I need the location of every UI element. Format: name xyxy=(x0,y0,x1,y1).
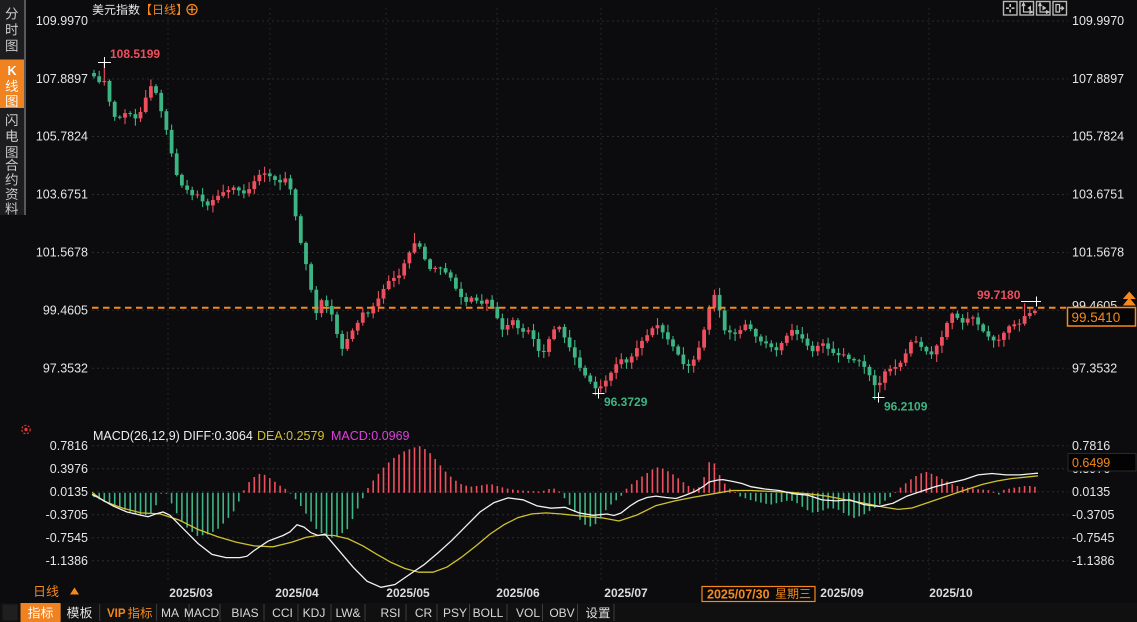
svg-text:KDJ: KDJ xyxy=(303,606,326,620)
svg-text:2025/03: 2025/03 xyxy=(169,586,213,600)
svg-text:107.8897: 107.8897 xyxy=(36,72,88,86)
svg-text:2025/10: 2025/10 xyxy=(929,586,973,600)
svg-text:MACD: MACD xyxy=(184,606,220,620)
svg-text:CR: CR xyxy=(415,606,433,620)
svg-text:107.8897: 107.8897 xyxy=(1072,72,1124,86)
svg-text:109.9970: 109.9970 xyxy=(1072,14,1124,28)
svg-text:2025/07: 2025/07 xyxy=(604,586,648,600)
svg-text:0.6499: 0.6499 xyxy=(1072,456,1110,470)
svg-text:DEA:0.2579: DEA:0.2579 xyxy=(257,429,324,443)
svg-text:96.3729: 96.3729 xyxy=(604,395,648,409)
svg-text:OBV: OBV xyxy=(549,606,574,620)
svg-text:RSI: RSI xyxy=(380,606,400,620)
svg-text:MACD:0.0969: MACD:0.0969 xyxy=(331,429,410,443)
svg-text:2025/04: 2025/04 xyxy=(275,586,319,600)
svg-text:MA: MA xyxy=(161,606,179,620)
svg-text:0.0135: 0.0135 xyxy=(50,485,88,499)
svg-text:101.5678: 101.5678 xyxy=(1072,246,1124,260)
svg-text:105.7824: 105.7824 xyxy=(1072,130,1124,144)
svg-text:2025/09: 2025/09 xyxy=(820,586,864,600)
svg-text:-0.7545: -0.7545 xyxy=(1072,531,1114,545)
svg-text:CCI: CCI xyxy=(272,606,293,620)
svg-text:-0.3705: -0.3705 xyxy=(1072,508,1114,522)
svg-text:0.7816: 0.7816 xyxy=(50,439,88,453)
svg-text:108.5199: 108.5199 xyxy=(110,47,160,61)
svg-text:0.7816: 0.7816 xyxy=(1072,439,1110,453)
svg-text:BIAS: BIAS xyxy=(231,606,258,620)
svg-text:0.3976: 0.3976 xyxy=(50,462,88,476)
svg-text:103.6751: 103.6751 xyxy=(1072,188,1124,202)
svg-text:2025/07/30: 2025/07/30 xyxy=(707,588,770,602)
svg-text:BOLL: BOLL xyxy=(473,606,504,620)
svg-text:103.6751: 103.6751 xyxy=(36,188,88,202)
svg-text:K: K xyxy=(7,64,16,78)
svg-text:105.7824: 105.7824 xyxy=(36,130,88,144)
svg-text:LW&: LW& xyxy=(335,606,360,620)
svg-text:97.3532: 97.3532 xyxy=(1072,362,1117,376)
svg-text:99.7180: 99.7180 xyxy=(977,288,1021,302)
svg-text:-0.3705: -0.3705 xyxy=(46,508,88,522)
svg-text:-1.1386: -1.1386 xyxy=(46,554,88,568)
svg-text:99.5410: 99.5410 xyxy=(1072,310,1121,325)
svg-text:-1.1386: -1.1386 xyxy=(1072,554,1114,568)
svg-text:MACD(26,12,9) DIFF:0.3064: MACD(26,12,9) DIFF:0.3064 xyxy=(93,429,253,443)
svg-text:99.4605: 99.4605 xyxy=(43,304,88,318)
svg-text:96.2109: 96.2109 xyxy=(884,400,928,414)
svg-text:0.0135: 0.0135 xyxy=(1072,485,1110,499)
svg-text:2025/05: 2025/05 xyxy=(386,586,430,600)
svg-text:VIP: VIP xyxy=(107,608,126,620)
svg-text:101.5678: 101.5678 xyxy=(36,246,88,260)
svg-text:-0.7545: -0.7545 xyxy=(46,531,88,545)
svg-text:PSY: PSY xyxy=(443,606,467,620)
svg-text:2025/06: 2025/06 xyxy=(496,586,540,600)
svg-text:97.3532: 97.3532 xyxy=(43,362,88,376)
svg-text:109.9970: 109.9970 xyxy=(36,14,88,28)
svg-text:VOL: VOL xyxy=(516,606,540,620)
